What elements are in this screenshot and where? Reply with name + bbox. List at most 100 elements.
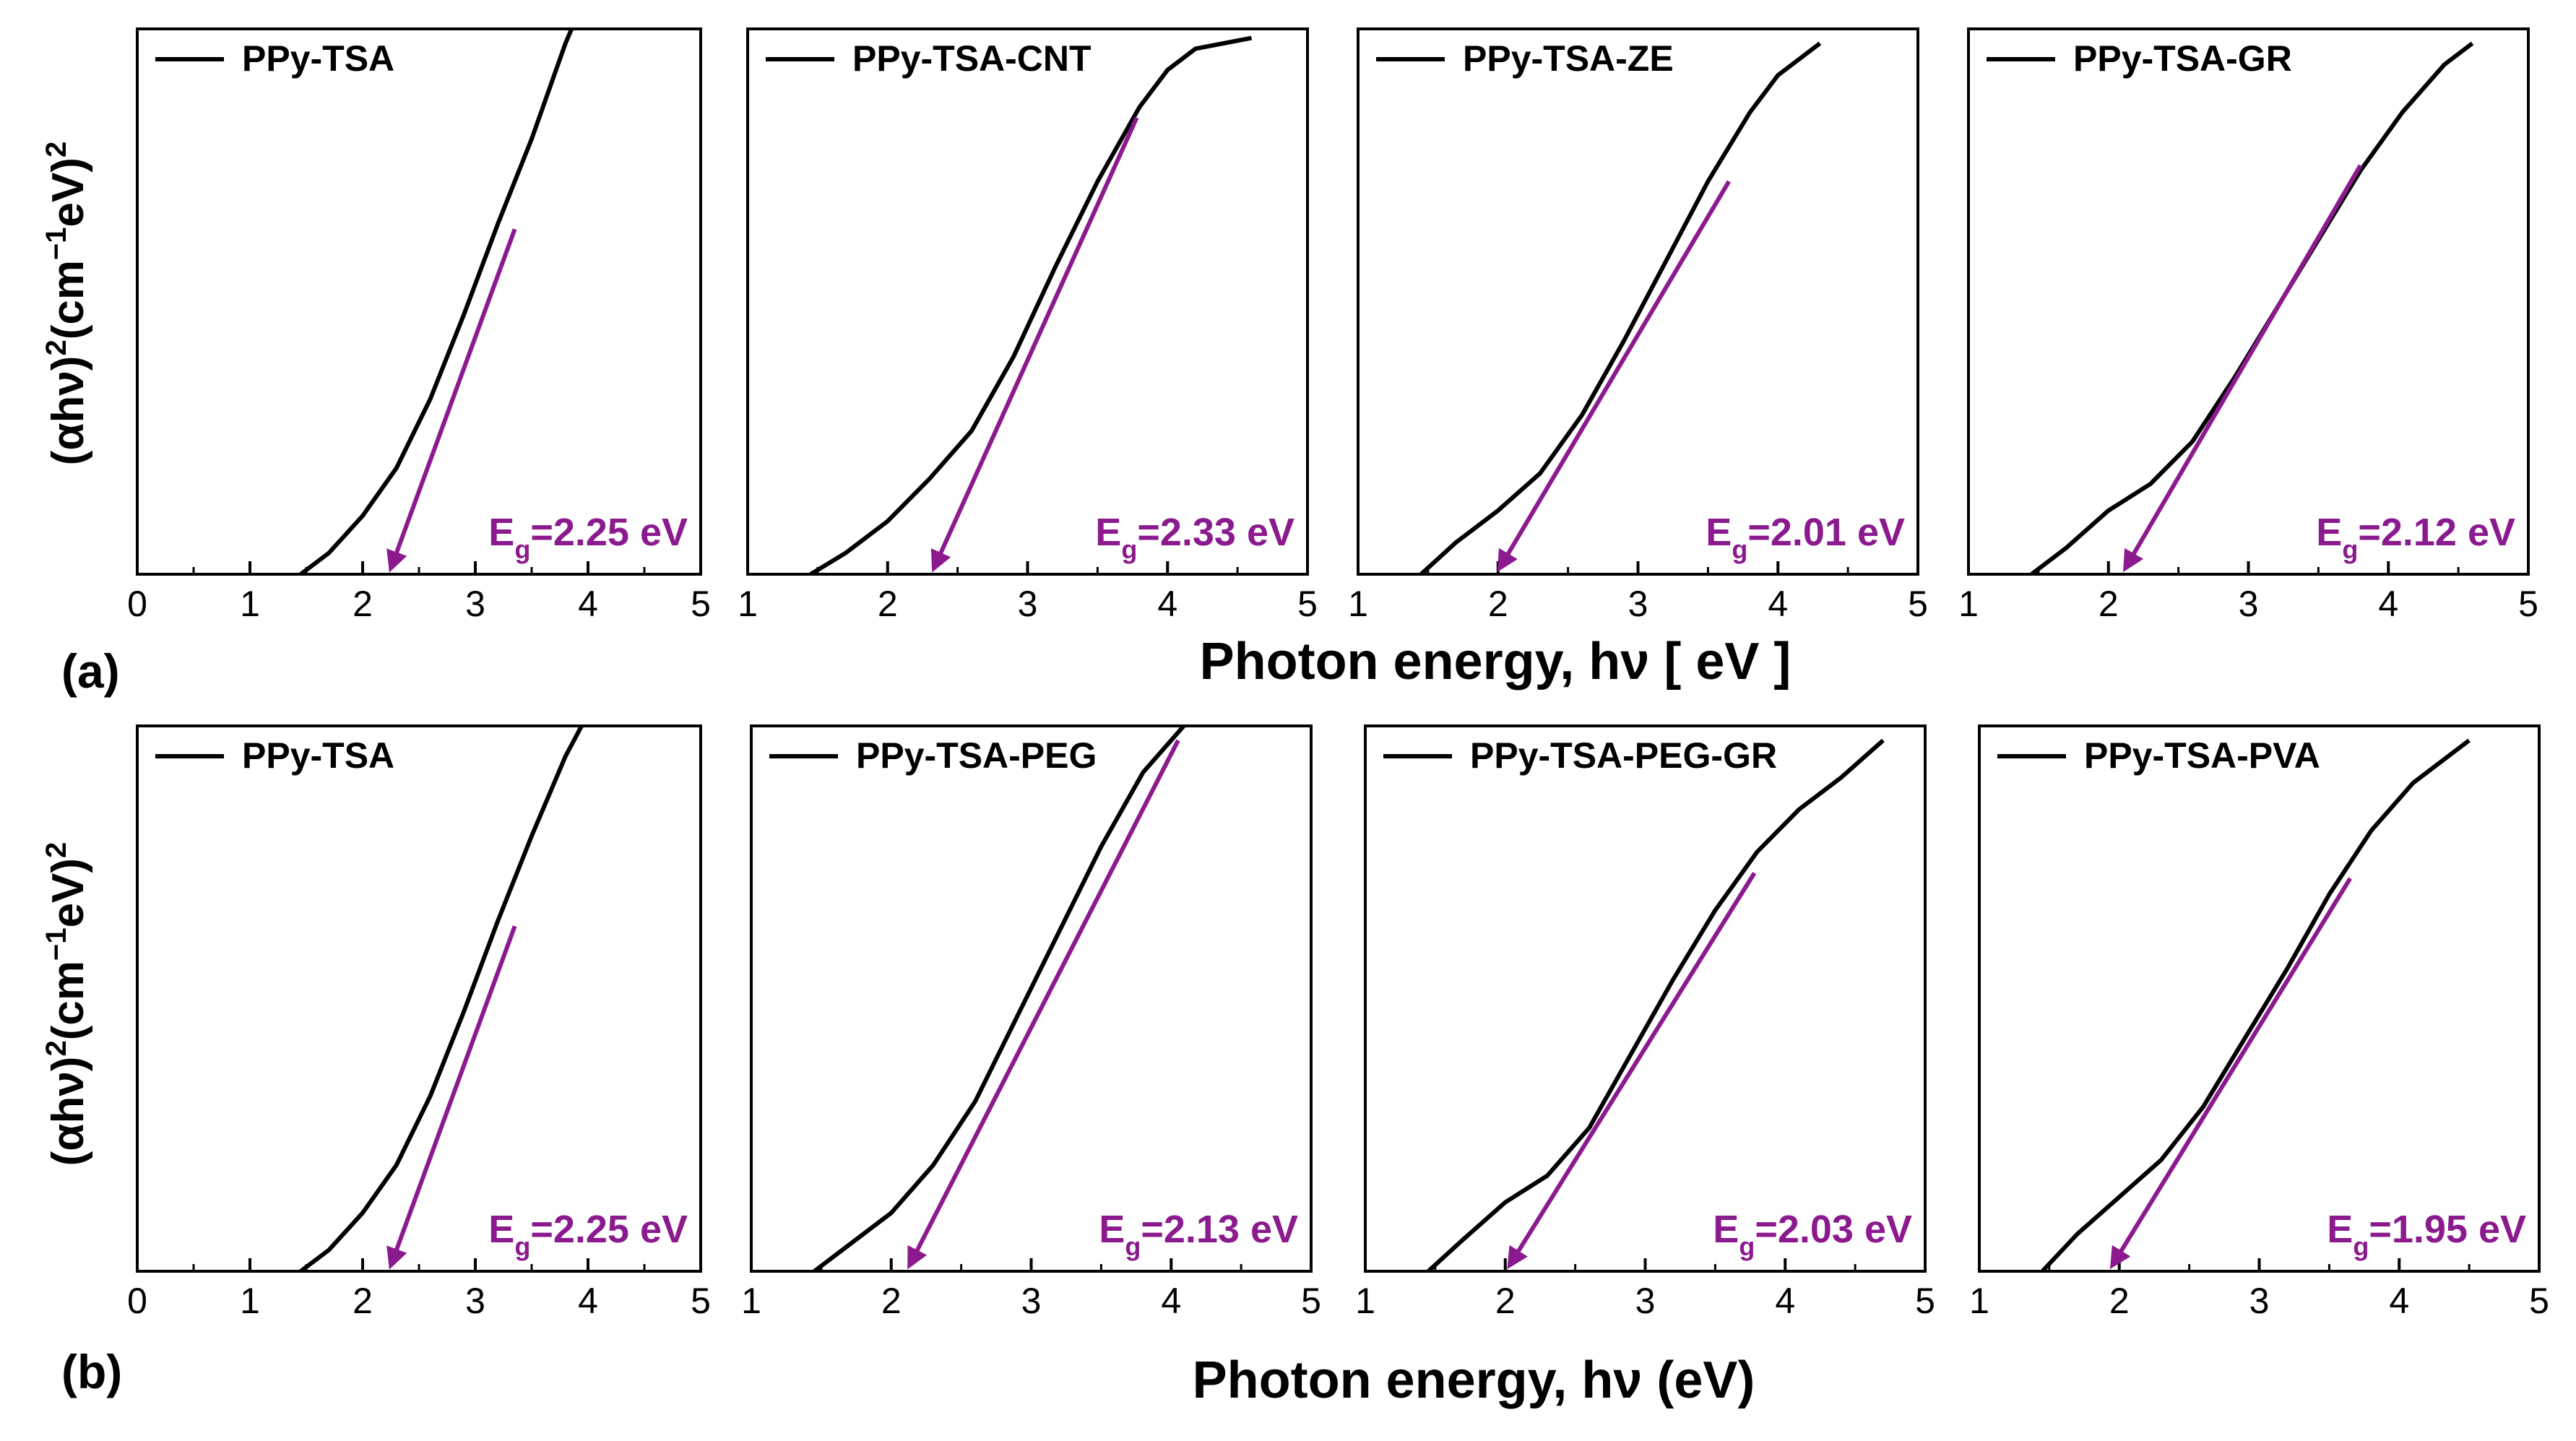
legend-label: PPy-TSA-ZE <box>1463 38 1674 79</box>
panel-a-2: 1 2 3 4 5 PPy-TSA-CNT Eg=2.33 eV <box>738 27 1318 624</box>
x-tick-label: 3 <box>465 584 485 624</box>
row-a-ylabel-sup1: 2 <box>40 339 72 355</box>
row-b-ylabel-unit: (cm <box>43 961 93 1040</box>
x-tick-label: 4 <box>578 1281 598 1321</box>
legend-label: PPy-TSA-PVA <box>2084 735 2320 776</box>
row-a-ylabel-unit: (cm <box>43 260 93 339</box>
band-gap-label: Eg=1.95 eV <box>2327 1208 2526 1261</box>
x-tick-label: 2 <box>353 1281 373 1321</box>
band-gap-label: Eg=2.01 eV <box>1706 511 1905 564</box>
panel-b-3: 1 2 3 4 5 PPy-TSA-PEG-GR Eg=2.03 eV <box>1355 724 1935 1321</box>
series-line-PPy-TSA <box>299 29 574 574</box>
x-tick-label: 1 <box>1348 584 1368 624</box>
x-tick-label: 3 <box>1021 1281 1042 1321</box>
plot-frame <box>746 27 1309 576</box>
row-b-ylabel-main: (αhν) <box>43 1057 93 1167</box>
band-gap-label: Eg=2.33 eV <box>1095 511 1295 564</box>
band-gap-label: Eg=2.13 eV <box>1099 1208 1298 1261</box>
x-tick-label: 1 <box>1958 584 1979 624</box>
x-tick-label: 4 <box>1768 584 1788 624</box>
x-tick-label: 1 <box>738 584 758 624</box>
legend-label: PPy-TSA-CNT <box>852 38 1092 79</box>
row-a-ylabel: (αhν)2(cm−1eV)2 <box>40 142 93 466</box>
x-tick-label: 4 <box>1157 584 1177 624</box>
row-a-ylabel-unit2: eV <box>43 173 93 228</box>
row-a-ylabel-sup2: −1 <box>40 227 72 260</box>
series-line-PPy-TSA-GR <box>2030 41 2474 574</box>
legend-label: PPy-TSA <box>242 38 394 79</box>
row-b-ylabel-unit2: eV) <box>43 858 93 927</box>
row-b-ylabel: (αhν)2(cm−1eV)2 <box>40 842 93 1167</box>
band-gap-label: Eg=2.03 eV <box>1713 1208 1912 1261</box>
x-tick-label: 5 <box>1915 1281 1935 1321</box>
row-a-ylabel-sup3: 2 <box>40 142 72 157</box>
x-tick-label: 2 <box>881 1281 902 1321</box>
plot-frame <box>750 724 1313 1273</box>
series-line-PPy-TSA-PEG <box>813 726 1187 1271</box>
x-tick-label: 4 <box>578 584 598 624</box>
plot-frame <box>1967 27 2530 576</box>
x-tick-label: 3 <box>2249 1281 2270 1321</box>
x-tick-label: 4 <box>2389 1281 2409 1321</box>
fit-line-arrow <box>930 116 1139 573</box>
svg-text:(αhν)2(cm−1eV)2: (αhν)2(cm−1eV)2 <box>40 842 93 1167</box>
x-tick-label: 3 <box>1635 1281 1656 1321</box>
x-tick-label: 5 <box>691 584 711 624</box>
x-tick-label: 2 <box>878 584 898 624</box>
x-tick-label: 3 <box>1628 584 1648 624</box>
row-a-ylabel-close: ) <box>43 157 93 173</box>
panel-a-4: 1 2 3 4 5 PPy-TSA-GR Eg=2.12 eV <box>1958 27 2538 624</box>
legend-label: PPy-TSA-PEG-GR <box>1470 735 1777 776</box>
x-tick-label: 5 <box>1908 584 1928 624</box>
x-tick-label: 5 <box>1297 584 1318 624</box>
panel-b-1: 0 1 2 3 4 5 PPy-TSA Eg=2.25 eV <box>127 724 711 1321</box>
x-tick-label: 3 <box>1018 584 1038 624</box>
x-tick-label: 1 <box>1355 1281 1375 1321</box>
x-tick-label: 4 <box>1161 1281 1181 1321</box>
row-b-xlabel: Photon energy, hν (eV) <box>1193 1351 1755 1409</box>
plot-frame <box>1357 27 1919 576</box>
fit-line-arrow <box>1497 180 1732 573</box>
panel-a-1: 0 1 2 3 4 5 PPy-TSA Eg=2.25 eV <box>127 27 711 624</box>
x-tick-label: 2 <box>1488 584 1508 624</box>
x-tick-label: 3 <box>2239 584 2259 624</box>
fit-line-arrow <box>386 925 517 1270</box>
row-a-xlabel: Photon energy, hν [ eV ] <box>1200 633 1791 691</box>
x-tick-label: 2 <box>1495 1281 1516 1321</box>
plot-frame <box>1978 724 2541 1273</box>
x-tick-label: 5 <box>2518 584 2538 624</box>
plot-frame <box>1364 724 1927 1273</box>
panel-a-3: 1 2 3 4 5 PPy-TSA-ZE Eg=2.01 eV <box>1348 27 1928 624</box>
panel-b-4: 1 2 3 4 5 PPy-TSA-PVA Eg=1.95 eV <box>1969 724 2549 1321</box>
row-a-ylabel-main: (αhν) <box>43 356 93 466</box>
x-tick-label: 5 <box>691 1281 711 1321</box>
x-tick-label: 1 <box>741 1281 761 1321</box>
x-tick-label: 2 <box>2099 584 2119 624</box>
panel-b-2: 1 2 3 4 5 PPy-TSA-PEG Eg=2.13 eV <box>741 724 1321 1321</box>
row-a-label: (a) <box>61 644 120 698</box>
legend-label: PPy-TSA-PEG <box>856 735 1097 776</box>
series-line-PPy-TSA-ZE <box>1419 41 1822 574</box>
series-line-PPy-TSA-CNT <box>809 35 1253 574</box>
row-b-label: (b) <box>61 1345 122 1398</box>
series-line-PPy-TSA-PEG-GR <box>1427 738 1885 1271</box>
svg-text:(αhν)2(cm−1eV)2: (αhν)2(cm−1eV)2 <box>40 142 93 466</box>
x-tick-label: 1 <box>240 584 260 624</box>
fit-line-arrow <box>2122 164 2363 573</box>
row-b-ylabel-sup3: 2 <box>40 842 72 858</box>
x-tick-label: 1 <box>1969 1281 1989 1321</box>
x-tick-label: 5 <box>1301 1281 1321 1321</box>
fit-line-arrow <box>1507 872 1757 1270</box>
x-tick-label: 5 <box>2529 1281 2549 1321</box>
series-line-PPy-TSA-PVA <box>2041 738 2471 1271</box>
band-gap-label: Eg=2.25 eV <box>488 1208 688 1261</box>
series-line-PPy-TSA <box>299 726 584 1271</box>
x-tick-label: 0 <box>127 584 147 624</box>
x-tick-label: 4 <box>1775 1281 1795 1321</box>
chart-panels: 0 1 2 3 4 5 PPy-TSA Eg=2.25 eV 1 2 3 4 5 PPy-TSA-CNT E… <box>127 27 2549 1321</box>
x-tick-label: 2 <box>2109 1281 2130 1321</box>
x-tick-label: 4 <box>2378 584 2398 624</box>
legend-label: PPy-TSA <box>242 735 394 776</box>
fit-line-arrow <box>386 228 517 573</box>
